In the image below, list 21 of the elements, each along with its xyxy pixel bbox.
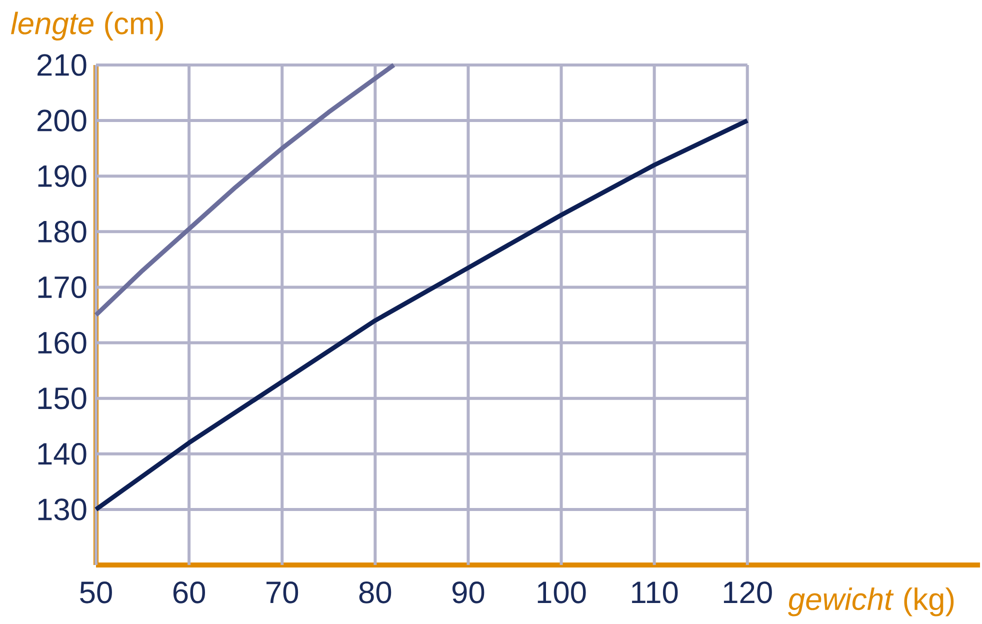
- y-tick-label: 210: [38, 54, 86, 76]
- y-tick-label: 180: [38, 220, 86, 243]
- y-tick-label: 190: [38, 165, 86, 188]
- x-tick-label: 70: [266, 581, 298, 604]
- line-series: [94, 62, 396, 318]
- x-tick-label: 50: [80, 581, 112, 604]
- y-tick-label: 150: [38, 387, 86, 410]
- y-axis-title: lengte (cm): [10, 12, 164, 41]
- y-tick-label: 200: [38, 110, 86, 132]
- y-tick-label: 130: [38, 498, 86, 520]
- y-tick-label: 160: [38, 332, 86, 354]
- x-tick-label: 110: [632, 581, 678, 604]
- x-axis-title: gewicht (kg): [788, 587, 954, 616]
- x-tick-label: 80: [359, 581, 392, 604]
- y-tick-label: 140: [38, 442, 86, 465]
- y-tick-label: 170: [38, 276, 86, 298]
- x-tick-label: 90: [452, 581, 484, 604]
- x-tick-label: 120: [724, 581, 772, 604]
- x-tick-label: 60: [173, 581, 206, 604]
- x-tick-label: 100: [538, 581, 586, 604]
- line-series: [94, 118, 750, 512]
